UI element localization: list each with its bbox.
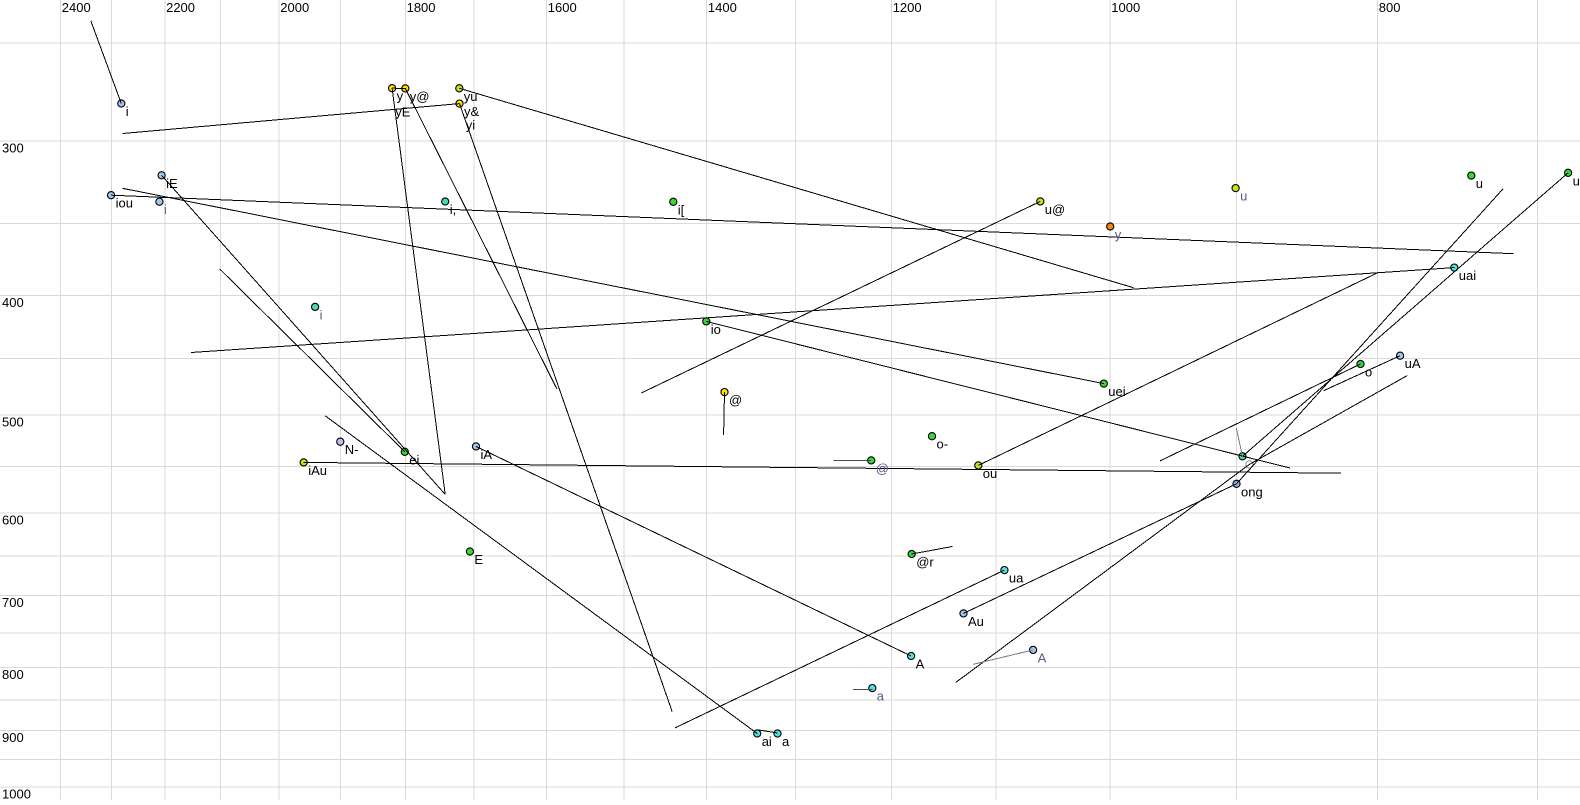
svg-text:a: a [782, 734, 790, 749]
svg-text:E: E [474, 552, 483, 567]
svg-text:800: 800 [1379, 0, 1401, 15]
svg-text:800: 800 [2, 667, 24, 682]
svg-text:ei: ei [409, 452, 419, 467]
svg-text:2200: 2200 [166, 0, 195, 15]
svg-text:ou: ou [983, 466, 997, 481]
svg-text:i,: i, [450, 202, 457, 217]
svg-text:yE: yE [395, 105, 411, 120]
svg-text:yi: yi [466, 118, 476, 133]
svg-text:600: 600 [2, 513, 24, 528]
svg-text:@r: @r [916, 555, 934, 570]
svg-text:y: y [397, 89, 404, 104]
svg-text:uai: uai [1459, 268, 1476, 283]
svg-text:i: i [320, 307, 323, 322]
svg-text:uei: uei [1108, 384, 1125, 399]
svg-text:1200: 1200 [893, 0, 922, 15]
svg-text:A: A [1038, 650, 1047, 665]
svg-text:300: 300 [2, 140, 24, 155]
svg-text:ai: ai [762, 734, 772, 749]
svg-text:yu: yu [464, 89, 478, 104]
svg-text:uA: uA [1405, 356, 1421, 371]
svg-text:y@: y@ [410, 89, 430, 104]
svg-text:500: 500 [2, 415, 24, 430]
svg-text:Au: Au [968, 614, 984, 629]
svg-text:ua: ua [1009, 571, 1024, 586]
svg-text:iAu: iAu [308, 463, 327, 478]
svg-text:@: @ [729, 393, 742, 408]
svg-text:ong: ong [1241, 484, 1263, 499]
svg-text:i: i [164, 202, 167, 217]
svg-text:u: u [1573, 173, 1580, 188]
svg-text:y: y [1115, 227, 1122, 242]
svg-text:io: io [711, 322, 721, 337]
svg-text:A: A [916, 657, 925, 672]
svg-text:u: u [1240, 189, 1247, 204]
svg-text:2400: 2400 [62, 0, 91, 15]
svg-text:2000: 2000 [280, 0, 309, 15]
svg-text:iE: iE [166, 176, 178, 191]
svg-text:o-: o- [937, 437, 949, 452]
svg-text:N-: N- [345, 442, 359, 457]
svg-text:u@: u@ [1045, 202, 1065, 217]
svg-text:a: a [877, 689, 885, 704]
svg-text:1600: 1600 [548, 0, 577, 15]
svg-text:900: 900 [2, 730, 24, 745]
svg-text:400: 400 [2, 295, 24, 310]
svg-text:1000: 1000 [2, 787, 31, 800]
svg-text:1000: 1000 [1111, 0, 1140, 15]
svg-text:@: @ [876, 461, 889, 476]
svg-text:1400: 1400 [708, 0, 737, 15]
svg-text:o: o [1365, 365, 1372, 380]
svg-text:1800: 1800 [407, 0, 436, 15]
svg-text:iA: iA [481, 447, 493, 462]
svg-text:700: 700 [2, 595, 24, 610]
svg-text:i: i [126, 104, 129, 119]
svg-text:u: u [1476, 176, 1483, 191]
svg-text:iou: iou [116, 196, 133, 211]
svg-text:i[: i[ [678, 202, 685, 217]
